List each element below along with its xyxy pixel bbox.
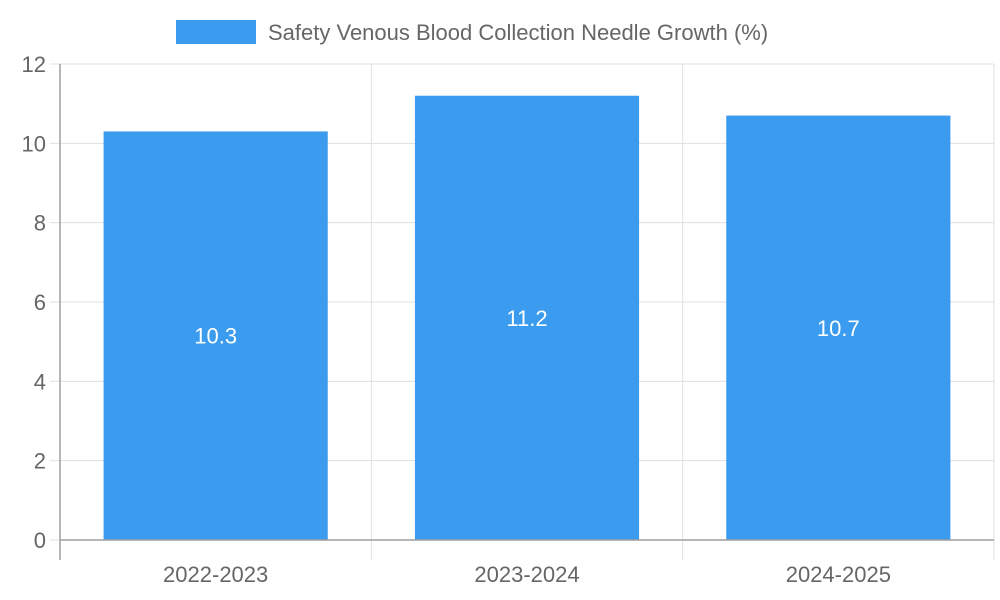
x-tick-label-2022-2023: 2022-2023 bbox=[163, 562, 268, 587]
legend[interactable]: Safety Venous Blood Collection Needle Gr… bbox=[176, 20, 768, 45]
data-label-2024-2025: 10.7 bbox=[817, 316, 860, 341]
x-tick-label-2024-2025: 2024-2025 bbox=[786, 562, 891, 587]
legend-label: Safety Venous Blood Collection Needle Gr… bbox=[268, 20, 768, 45]
bar-2024-2025 bbox=[726, 115, 951, 541]
data-label-2023-2024: 11.2 bbox=[506, 306, 547, 331]
bar-2023-2024 bbox=[414, 95, 640, 540]
y-axis-tick-labels: 0 2 4 6 8 10 12 bbox=[22, 52, 46, 553]
bars-group bbox=[103, 95, 951, 541]
y-tick-label: 2 bbox=[34, 449, 46, 474]
axes bbox=[59, 64, 994, 560]
legend-swatch bbox=[176, 20, 256, 44]
data-labels: 10.3 11.2 10.7 bbox=[194, 306, 859, 349]
x-tick-label-2023-2024: 2023-2024 bbox=[474, 562, 579, 587]
y-tick-label: 10 bbox=[22, 131, 46, 156]
y-tick-label: 8 bbox=[34, 211, 46, 236]
y-tick-label: 12 bbox=[22, 52, 46, 77]
bar-2022-2023 bbox=[103, 131, 328, 540]
y-tick-label: 0 bbox=[34, 528, 46, 553]
data-label-2022-2023: 10.3 bbox=[194, 324, 237, 349]
x-axis-tick-labels: 2022-2023 2023-2024 2024-2025 bbox=[163, 562, 891, 587]
y-tick-label: 6 bbox=[34, 290, 46, 315]
y-tick-label: 4 bbox=[34, 369, 46, 394]
